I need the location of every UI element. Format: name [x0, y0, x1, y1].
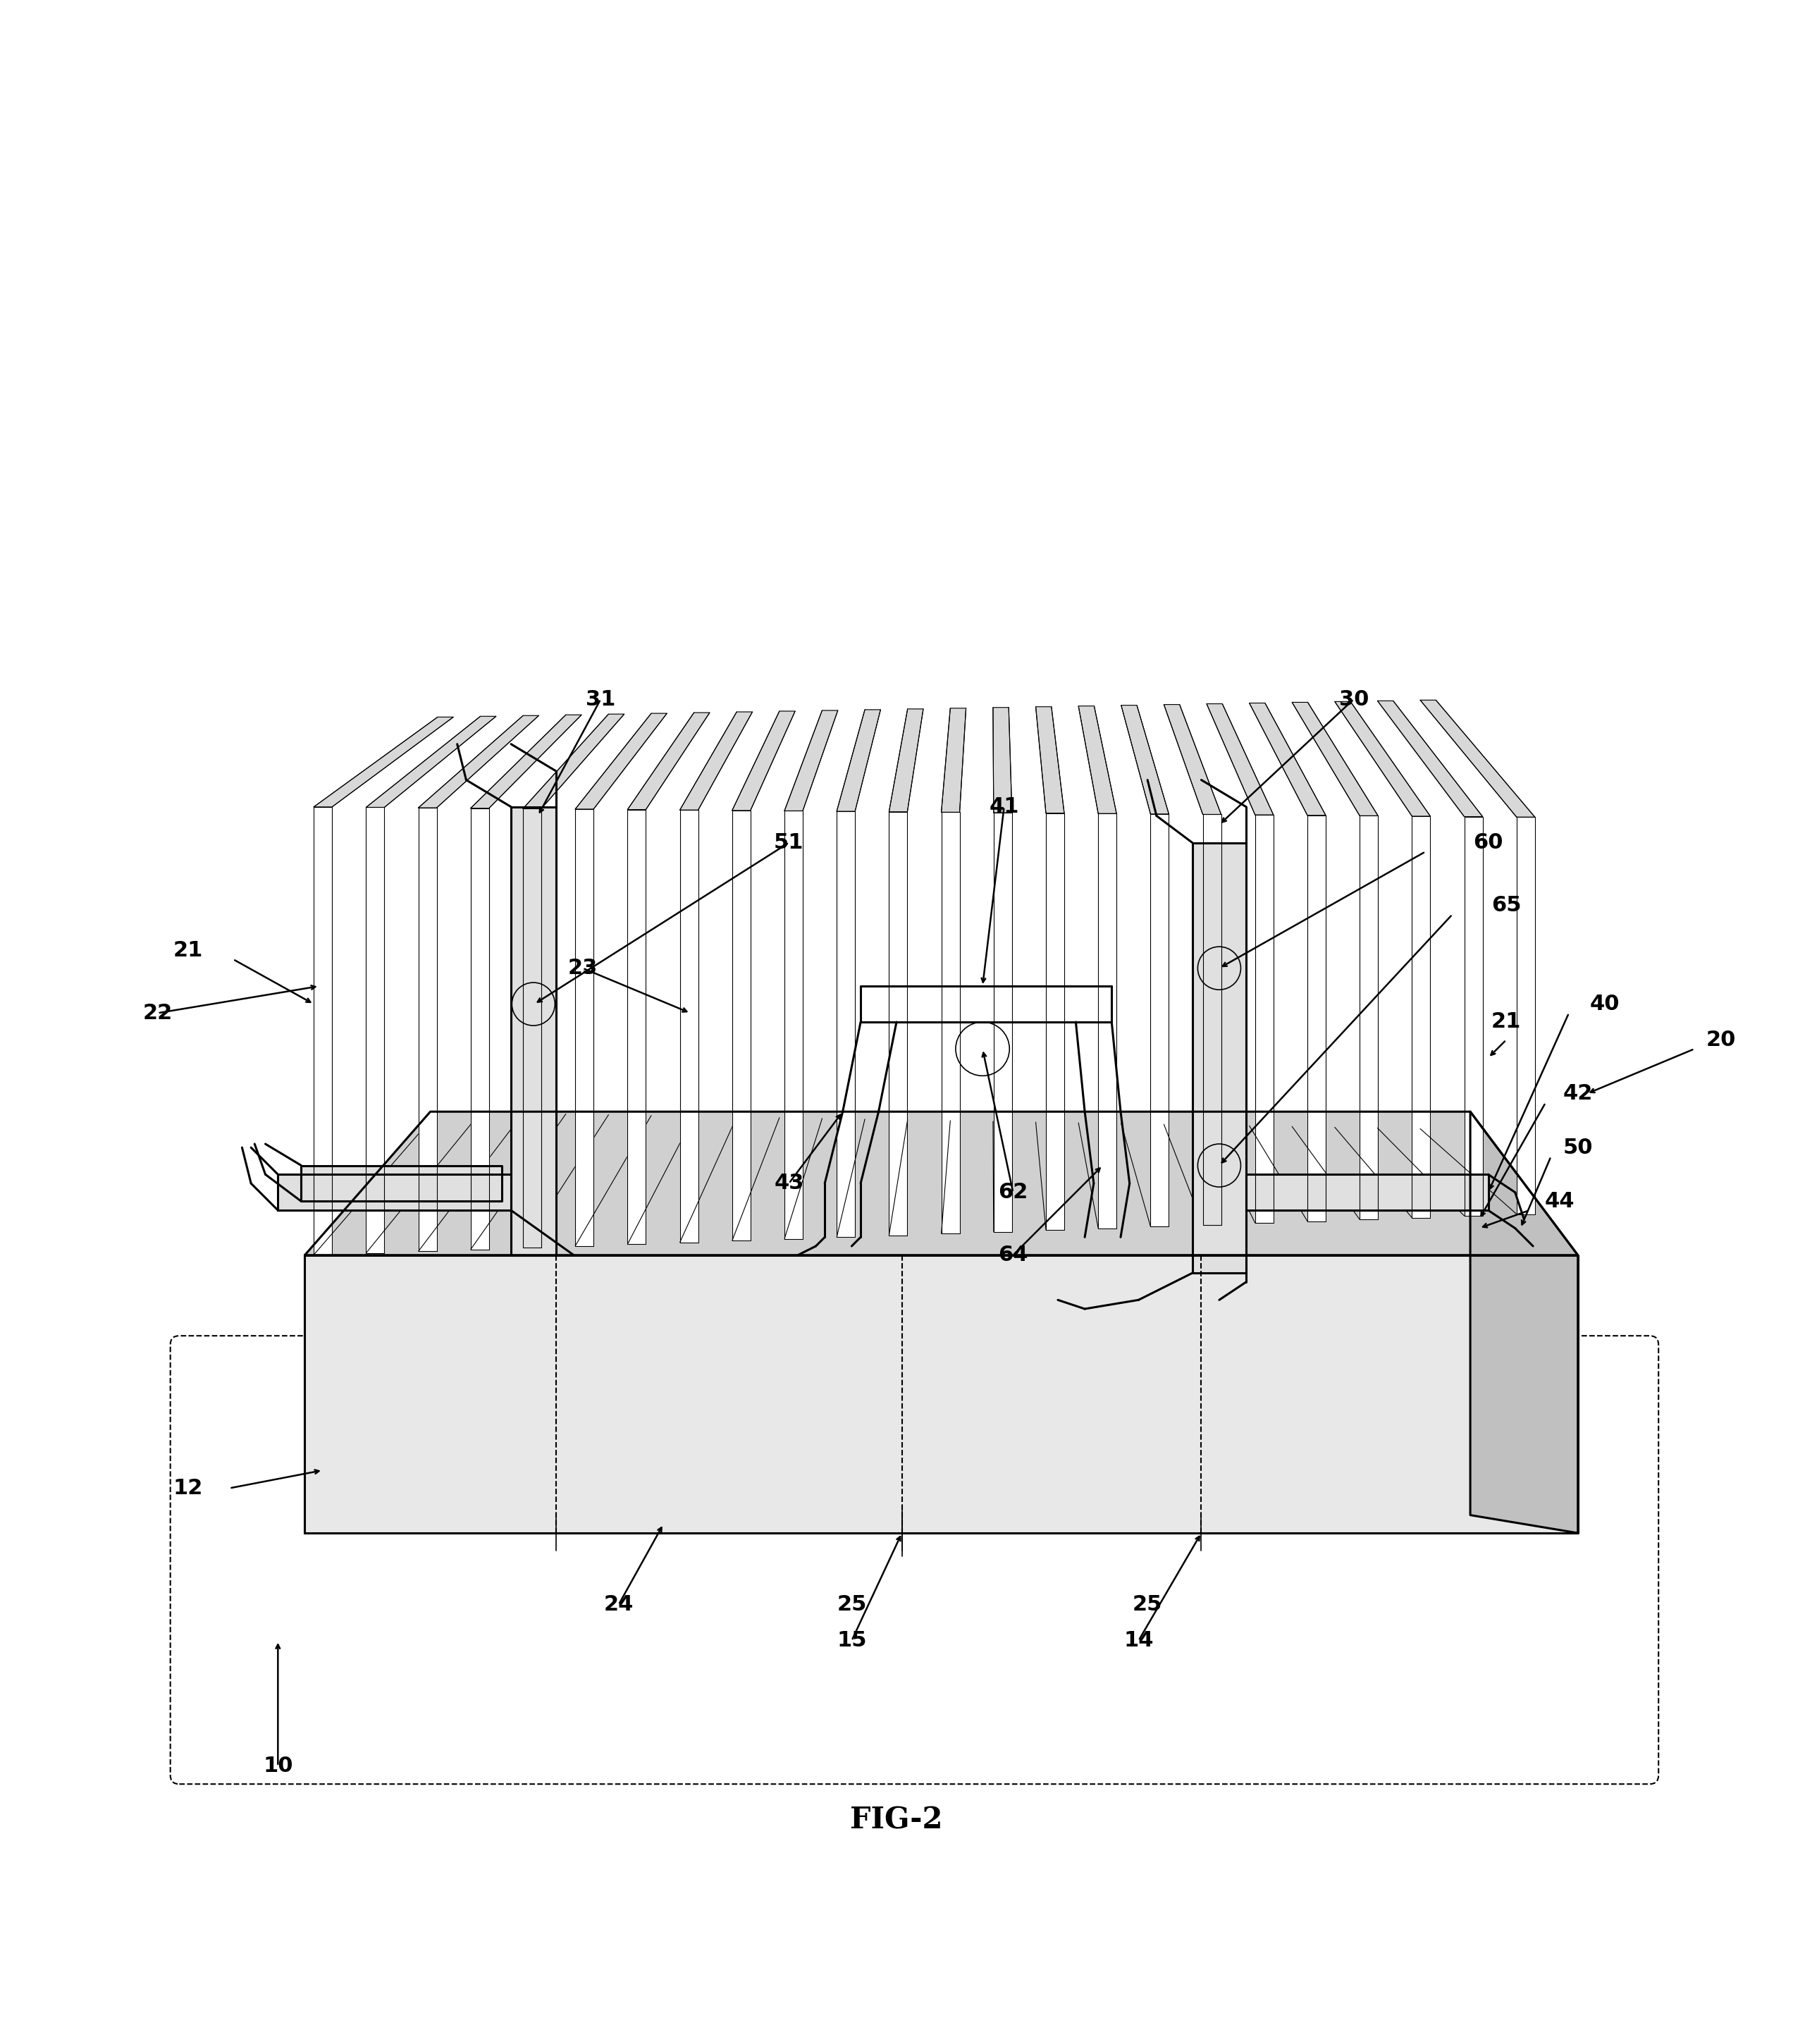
Polygon shape [1517, 818, 1535, 1214]
Polygon shape [785, 711, 837, 811]
Polygon shape [511, 807, 556, 1255]
Polygon shape [785, 811, 803, 1239]
Text: 44: 44 [1546, 1192, 1574, 1212]
Text: 31: 31 [586, 689, 615, 709]
Polygon shape [472, 715, 581, 807]
Polygon shape [524, 809, 541, 1247]
Text: 40: 40 [1590, 993, 1619, 1014]
Text: 15: 15 [837, 1631, 866, 1652]
Polygon shape [1192, 842, 1246, 1273]
Polygon shape [837, 811, 855, 1237]
Polygon shape [1465, 818, 1483, 1216]
Polygon shape [366, 807, 384, 1253]
Polygon shape [305, 1112, 1578, 1255]
Polygon shape [1293, 703, 1379, 816]
Text: 41: 41 [990, 797, 1018, 818]
Polygon shape [576, 809, 593, 1247]
Polygon shape [1377, 701, 1483, 818]
Text: 50: 50 [1563, 1136, 1592, 1157]
Text: 14: 14 [1124, 1631, 1153, 1652]
Polygon shape [837, 709, 880, 811]
Polygon shape [889, 709, 923, 811]
Polygon shape [1470, 1112, 1578, 1533]
Polygon shape [628, 713, 710, 809]
Polygon shape [1413, 816, 1431, 1218]
Text: 25: 25 [837, 1594, 866, 1615]
Polygon shape [1246, 1175, 1488, 1210]
Polygon shape [278, 1175, 511, 1210]
Text: 22: 22 [143, 1004, 172, 1024]
Text: 20: 20 [1707, 1030, 1736, 1051]
Polygon shape [680, 809, 697, 1243]
Polygon shape [1255, 816, 1273, 1222]
Polygon shape [889, 811, 907, 1235]
Polygon shape [301, 1165, 502, 1202]
FancyBboxPatch shape [170, 1337, 1659, 1784]
Polygon shape [1420, 701, 1535, 818]
Text: 64: 64 [999, 1245, 1027, 1265]
Polygon shape [1151, 814, 1169, 1226]
Text: 24: 24 [604, 1594, 633, 1615]
Text: 21: 21 [1492, 1012, 1520, 1032]
Polygon shape [1097, 814, 1117, 1228]
Polygon shape [732, 809, 751, 1241]
Polygon shape [993, 707, 1011, 814]
Polygon shape [366, 715, 497, 807]
Polygon shape [576, 713, 667, 809]
Polygon shape [680, 711, 753, 809]
Polygon shape [1078, 705, 1117, 814]
Polygon shape [1334, 701, 1431, 816]
Text: 25: 25 [1133, 1594, 1162, 1615]
Polygon shape [1164, 705, 1221, 814]
Text: 30: 30 [1339, 689, 1368, 709]
Polygon shape [993, 814, 1011, 1233]
Polygon shape [524, 713, 624, 809]
Polygon shape [314, 807, 332, 1255]
Polygon shape [1121, 705, 1169, 814]
Text: 21: 21 [174, 940, 203, 961]
Text: 62: 62 [999, 1181, 1027, 1202]
Polygon shape [314, 717, 454, 807]
Text: 43: 43 [775, 1173, 803, 1194]
Polygon shape [732, 711, 794, 809]
Text: FIG-2: FIG-2 [850, 1805, 943, 1836]
Polygon shape [941, 707, 966, 811]
Polygon shape [418, 715, 538, 807]
Text: 51: 51 [775, 832, 803, 852]
Polygon shape [1207, 703, 1273, 816]
Polygon shape [305, 1255, 1578, 1533]
Polygon shape [1203, 814, 1221, 1224]
Text: 12: 12 [174, 1478, 203, 1498]
Text: 23: 23 [568, 959, 597, 979]
Polygon shape [1307, 816, 1325, 1220]
Text: 60: 60 [1474, 832, 1503, 852]
Text: 42: 42 [1563, 1083, 1592, 1104]
Polygon shape [1045, 814, 1065, 1230]
Polygon shape [1250, 703, 1325, 816]
Polygon shape [418, 807, 437, 1251]
Polygon shape [472, 807, 489, 1249]
Text: 10: 10 [264, 1756, 292, 1776]
Polygon shape [1359, 816, 1379, 1220]
Polygon shape [1036, 707, 1065, 814]
Polygon shape [941, 811, 959, 1235]
Polygon shape [628, 809, 645, 1245]
Text: 65: 65 [1492, 895, 1520, 916]
